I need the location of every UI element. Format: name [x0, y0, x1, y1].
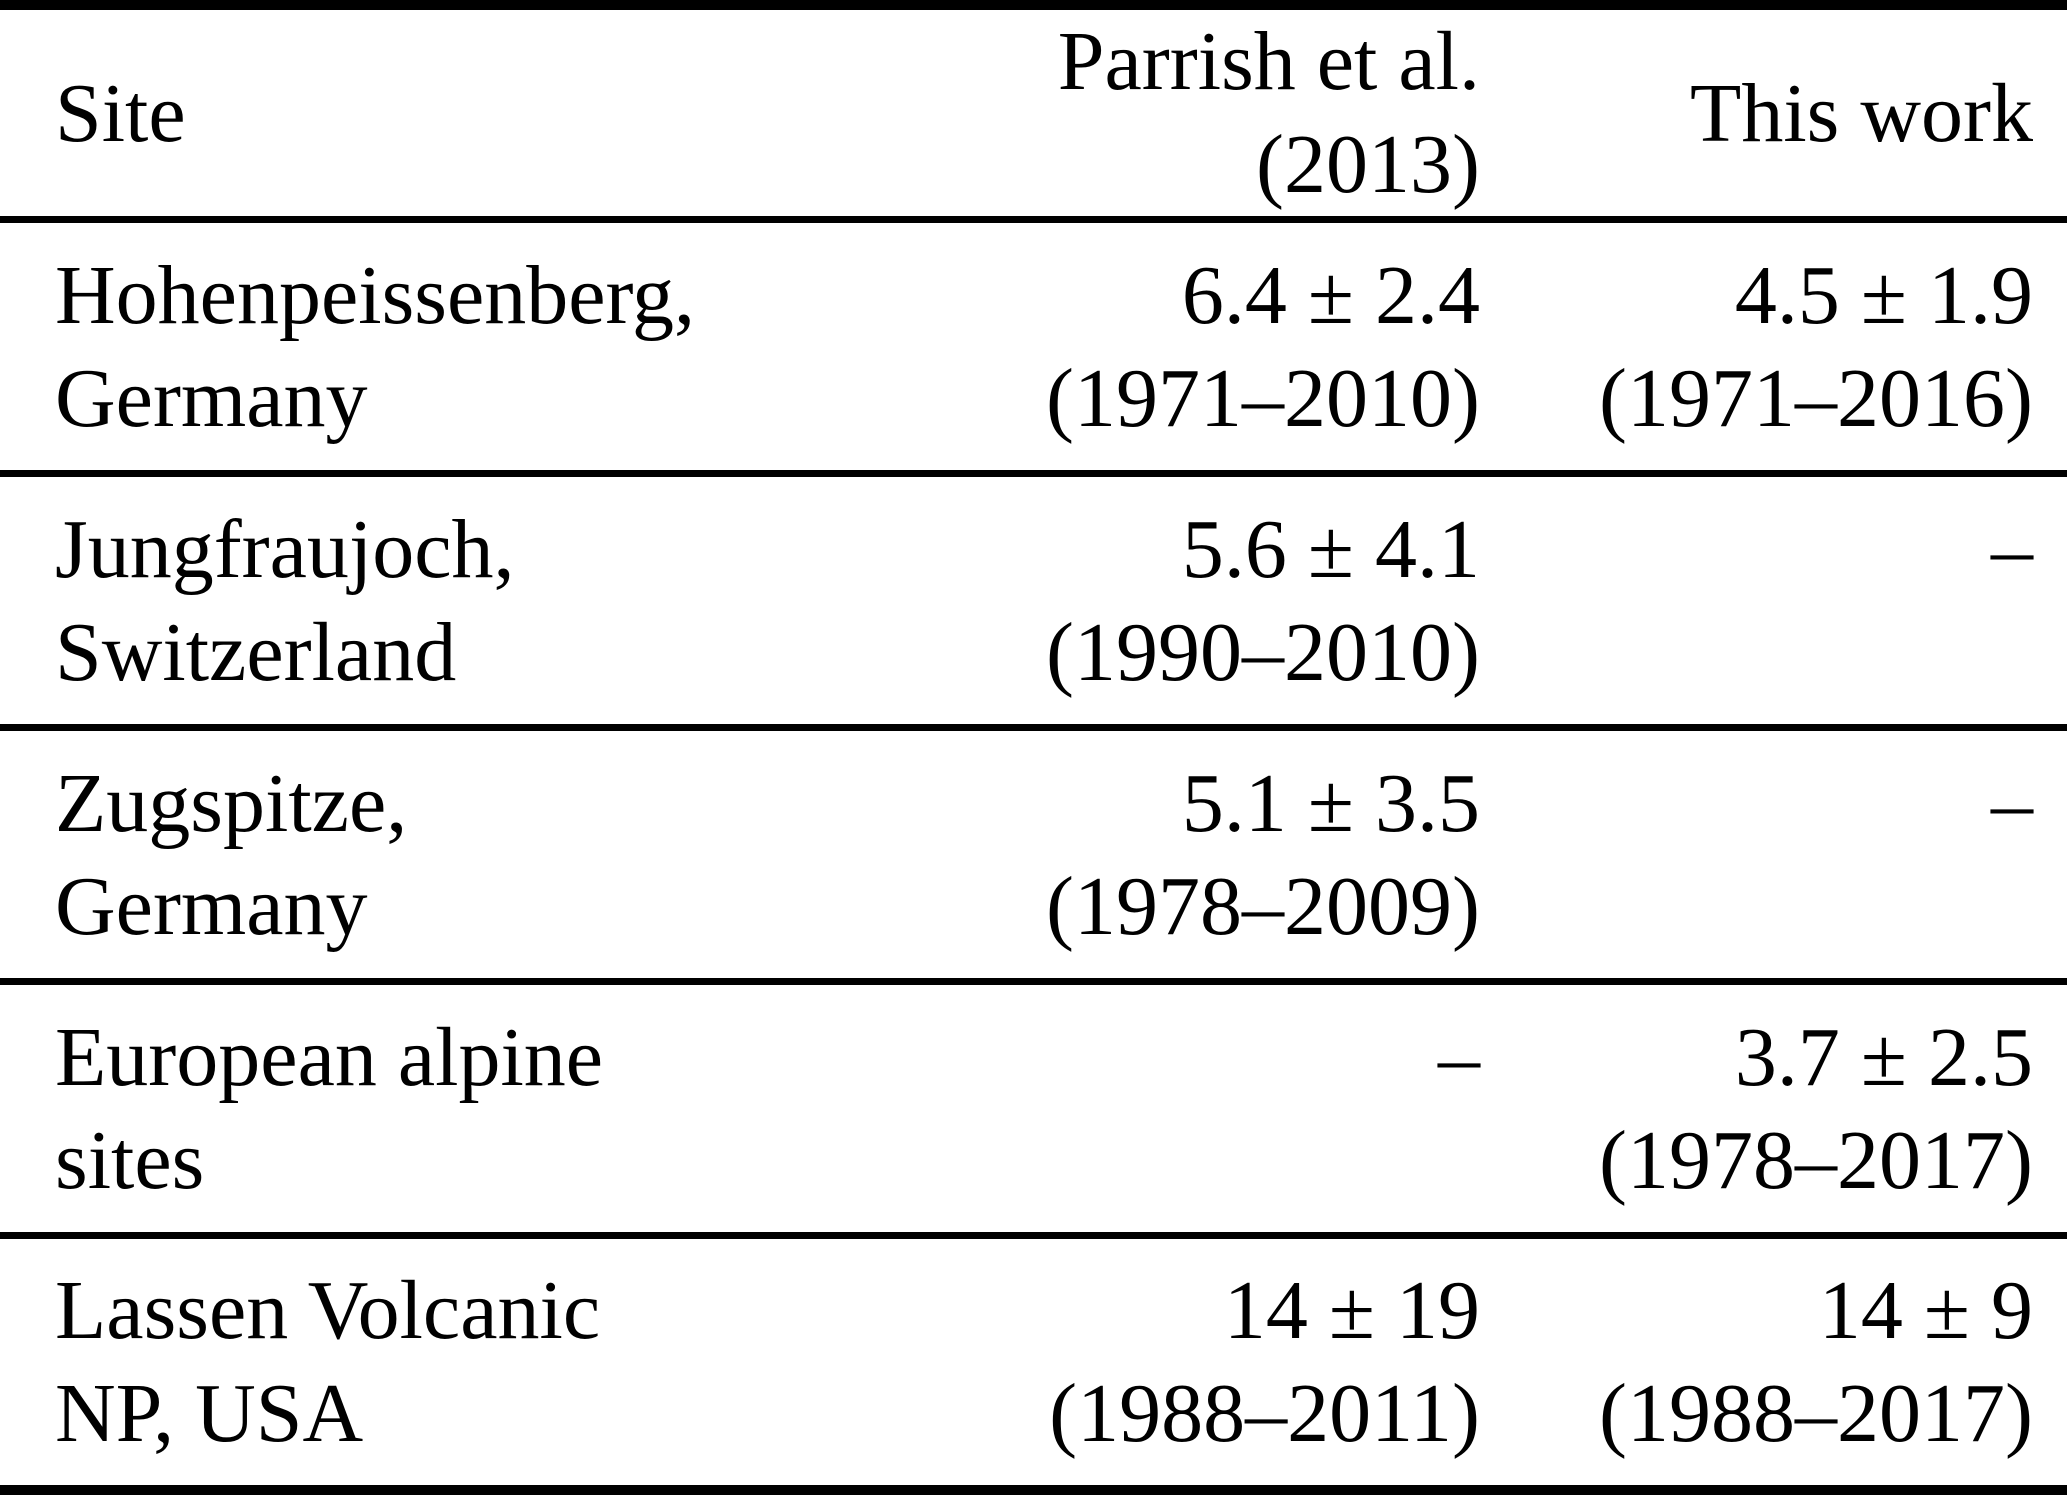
site-name-line1: European alpine: [55, 1010, 604, 1104]
table-body: Hohenpeissenberg, Germany 6.4 ± 2.4 (197…: [0, 219, 2067, 1490]
cell-parrish: 14 ± 19 (1988–2011): [1040, 1236, 1480, 1490]
trend-period: [1480, 601, 2033, 704]
header-site: Site: [0, 5, 1040, 223]
trend-value: –: [1991, 502, 2033, 596]
cell-parrish: 6.4 ± 2.4 (1971–2010): [1040, 219, 1480, 477]
trend-value: 14 ± 19: [1223, 1263, 1480, 1357]
site-name-line1: Jungfraujoch,: [55, 502, 515, 596]
table-row: Hohenpeissenberg, Germany 6.4 ± 2.4 (197…: [0, 219, 2067, 477]
trend-value: 5.6 ± 4.1: [1181, 502, 1480, 596]
trend-value: –: [1991, 756, 2033, 850]
site-name-line2: Germany: [55, 351, 368, 445]
trend-period: [1480, 855, 2033, 958]
trend-period: (1971–2016): [1599, 351, 2033, 445]
trend-period: [1040, 1109, 1480, 1212]
trend-period: (1990–2010): [1046, 605, 1480, 699]
table-row: Jungfraujoch, Switzerland 5.6 ± 4.1 (199…: [0, 473, 2067, 731]
site-name-line2: Switzerland: [55, 605, 457, 699]
site-name-line1: Lassen Volcanic: [55, 1263, 601, 1357]
trend-value: 5.1 ± 3.5: [1181, 756, 1480, 850]
cell-this-work: 4.5 ± 1.9 (1971–2016): [1480, 219, 2067, 477]
cell-parrish: –: [1040, 981, 1480, 1239]
cell-this-work: –: [1480, 473, 2067, 731]
trend-value: 14 ± 9: [1818, 1263, 2033, 1357]
cell-site: Hohenpeissenberg, Germany: [0, 219, 1040, 477]
header-this-work: This work: [1480, 5, 2067, 223]
table-row: European alpine sites – 3.7 ± 2.5 (1978–…: [0, 981, 2067, 1239]
table-header: Site Parrish et al. (2013) This work: [0, 5, 2067, 223]
trend-value: 6.4 ± 2.4: [1181, 248, 1480, 342]
trend-period: (1988–2011): [1049, 1366, 1480, 1460]
trend-period: (1978–2009): [1046, 859, 1480, 953]
site-name-line2: Germany: [55, 859, 368, 953]
header-row: Site Parrish et al. (2013) This work: [0, 5, 2067, 223]
cell-this-work: –: [1480, 727, 2067, 985]
site-name-line2: sites: [55, 1113, 205, 1207]
table-row: Zugspitze, Germany 5.1 ± 3.5 (1978–2009)…: [0, 727, 2067, 985]
cell-this-work: 14 ± 9 (1988–2017): [1480, 1236, 2067, 1490]
trend-period: (1978–2017): [1599, 1113, 2033, 1207]
trend-period: (1971–2010): [1046, 351, 1480, 445]
trend-value: 3.7 ± 2.5: [1734, 1010, 2033, 1104]
site-name-line2: NP, USA: [55, 1366, 364, 1460]
header-parrish: Parrish et al. (2013): [1040, 5, 1480, 223]
cell-site: Jungfraujoch, Switzerland: [0, 473, 1040, 731]
cell-parrish: 5.6 ± 4.1 (1990–2010): [1040, 473, 1480, 731]
trend-period: (1988–2017): [1599, 1366, 2033, 1460]
cell-site: Lassen Volcanic NP, USA: [0, 1236, 1040, 1490]
cell-site: European alpine sites: [0, 981, 1040, 1239]
site-name-line1: Hohenpeissenberg,: [55, 248, 695, 342]
cell-site: Zugspitze, Germany: [0, 727, 1040, 985]
trend-value: –: [1438, 1010, 1480, 1104]
site-name-line1: Zugspitze,: [55, 756, 408, 850]
cell-parrish: 5.1 ± 3.5 (1978–2009): [1040, 727, 1480, 985]
trend-value: 4.5 ± 1.9: [1734, 248, 2033, 342]
cell-this-work: 3.7 ± 2.5 (1978–2017): [1480, 981, 2067, 1239]
table-row: Lassen Volcanic NP, USA 14 ± 19 (1988–20…: [0, 1236, 2067, 1490]
